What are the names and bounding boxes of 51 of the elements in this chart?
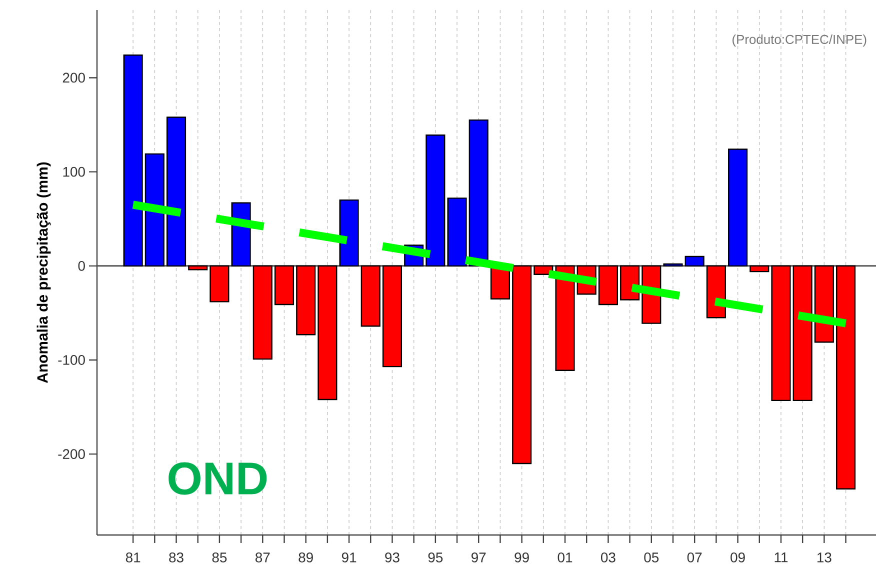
x-tick-label: 83 bbox=[169, 552, 184, 562]
x-tick-label: 05 bbox=[644, 552, 659, 562]
y-axis-title: Anomalia de precipitação (mm) bbox=[36, 162, 51, 383]
y-tick-label: -200 bbox=[58, 449, 85, 460]
x-tick-label: 97 bbox=[472, 552, 486, 562]
bar bbox=[426, 134, 446, 267]
x-tick-label: 07 bbox=[687, 552, 702, 562]
annotation: (Produto:CPTEC/INPE) bbox=[732, 34, 866, 47]
bar bbox=[836, 265, 856, 490]
bar bbox=[728, 148, 748, 267]
bar bbox=[750, 265, 770, 272]
x-tick-label: 87 bbox=[256, 552, 270, 562]
x-tick-label: 93 bbox=[385, 552, 400, 562]
bar bbox=[512, 265, 532, 464]
bar bbox=[792, 265, 812, 402]
bar bbox=[620, 265, 640, 300]
bar bbox=[468, 119, 488, 267]
x-tick-label: 09 bbox=[730, 552, 745, 562]
x-tick-label: 99 bbox=[514, 552, 529, 562]
bar bbox=[360, 265, 380, 327]
y-tick-label: 200 bbox=[62, 72, 85, 83]
annotation: OND bbox=[168, 462, 267, 495]
x-tick-label: 95 bbox=[428, 552, 443, 562]
bar bbox=[188, 265, 208, 270]
bar bbox=[598, 265, 618, 306]
x-tick-label: 13 bbox=[817, 552, 832, 562]
y-tick-label: -100 bbox=[58, 355, 85, 365]
bar bbox=[210, 265, 230, 302]
x-tick-label: 03 bbox=[600, 552, 616, 562]
bar bbox=[296, 265, 316, 336]
y-tick-label: 100 bbox=[63, 166, 85, 177]
x-tick-label: 01 bbox=[558, 552, 572, 562]
x-tick-label: 81 bbox=[126, 552, 140, 562]
bar bbox=[771, 265, 791, 402]
bar bbox=[382, 265, 402, 368]
bar bbox=[447, 198, 467, 267]
bar bbox=[339, 199, 359, 267]
bar bbox=[555, 265, 575, 371]
bar bbox=[274, 265, 294, 306]
x-tick-label: 89 bbox=[298, 552, 313, 562]
x-tick-label: 11 bbox=[774, 552, 788, 562]
bar bbox=[144, 153, 164, 267]
y-tick-label: 0 bbox=[78, 260, 85, 271]
x-tick-label: 91 bbox=[342, 552, 356, 562]
bar bbox=[252, 265, 272, 360]
x-tick-label: 85 bbox=[212, 552, 227, 562]
bar bbox=[706, 265, 726, 318]
bar bbox=[684, 256, 704, 267]
bar bbox=[123, 54, 143, 267]
bar bbox=[166, 116, 186, 267]
bar bbox=[318, 265, 338, 400]
